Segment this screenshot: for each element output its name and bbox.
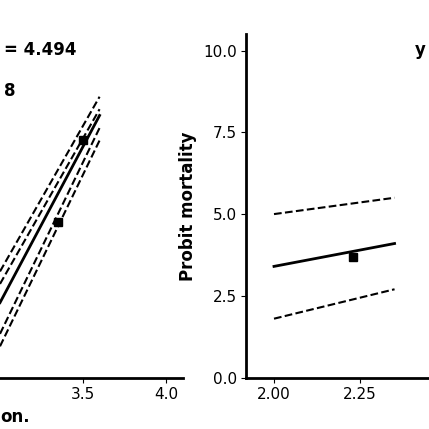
Text: 8: 8 xyxy=(4,82,15,100)
X-axis label: on.: on. xyxy=(0,408,30,426)
Y-axis label: Probit mortality: Probit mortality xyxy=(179,131,197,281)
Text: = 4.494: = 4.494 xyxy=(4,41,76,59)
Text: y: y xyxy=(414,41,425,59)
